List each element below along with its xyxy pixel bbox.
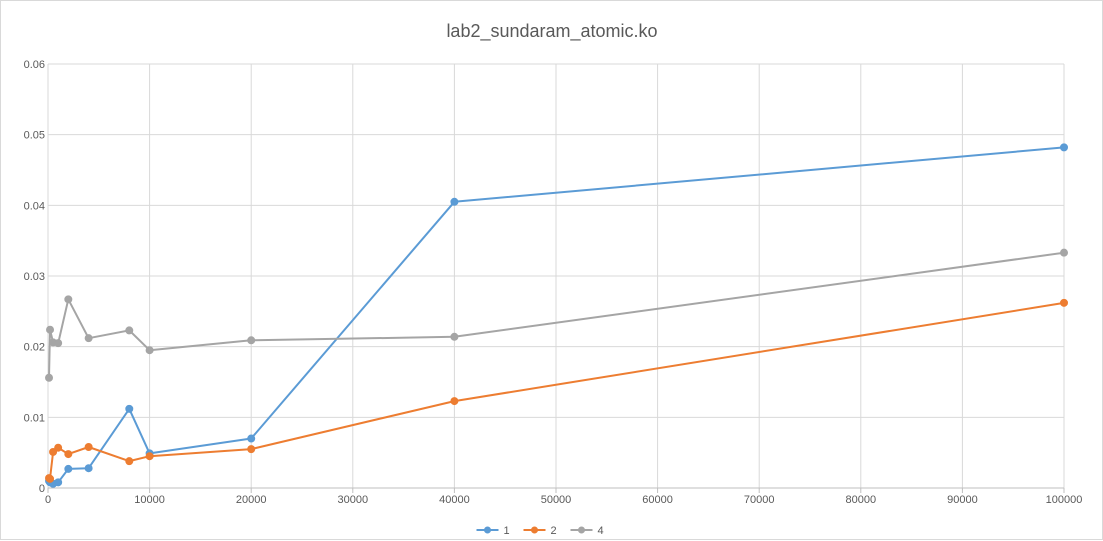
data-point [247, 434, 256, 443]
chart-title: lab2_sundaram_atomic.ko [446, 21, 657, 42]
legend-item-2: 2 [523, 525, 557, 537]
y-tick-label: 0.05 [24, 130, 45, 142]
y-tick-label: 0.03 [24, 271, 45, 283]
data-point [450, 397, 459, 406]
data-point [54, 478, 63, 487]
data-point [84, 464, 93, 473]
x-tick-label: 90000 [947, 494, 978, 506]
data-point [125, 326, 134, 335]
data-point [84, 334, 93, 343]
data-point [64, 295, 73, 304]
data-point [125, 404, 134, 413]
x-tick-label: 100000 [1046, 494, 1083, 506]
legend-swatch-marker [531, 526, 538, 534]
data-point [46, 474, 55, 483]
series-2 [45, 298, 1068, 483]
data-point [247, 336, 256, 345]
y-tick-label: 0.06 [24, 59, 45, 71]
x-tick-label: 60000 [642, 494, 673, 506]
legend-label: 4 [598, 525, 604, 537]
y-tick-label: 0.04 [24, 200, 45, 212]
data-point [45, 373, 54, 382]
data-point [64, 450, 73, 459]
data-point [46, 325, 55, 334]
y-tick-label: 0.02 [24, 342, 45, 354]
x-tick-label: 30000 [338, 494, 369, 506]
data-point [145, 346, 154, 355]
series-1 [45, 143, 1068, 488]
x-tick-label: 40000 [439, 494, 470, 506]
data-point [1060, 143, 1068, 152]
x-tick-label: 80000 [846, 494, 877, 506]
series-group [45, 143, 1068, 488]
x-tick-label: 50000 [541, 494, 572, 506]
legend-swatch-marker [578, 526, 585, 534]
x-tick-label: 10000 [134, 494, 165, 506]
data-point [125, 457, 134, 466]
gridlines [47, 63, 1065, 493]
data-point [247, 445, 256, 454]
data-point [145, 452, 154, 461]
legend: 1 2 4 [476, 525, 604, 537]
legend-label: 2 [551, 525, 557, 537]
legend-item-1: 1 [476, 525, 510, 537]
x-axis-ticks: 0 10000 20000 30000 40000 50000 60000 70000 8000… [45, 494, 1082, 506]
legend-item-4: 4 [570, 525, 604, 537]
x-tick-label: 20000 [236, 494, 267, 506]
data-point [54, 339, 63, 348]
x-tick-label: 70000 [744, 494, 775, 506]
legend-swatch-marker [484, 526, 491, 534]
x-tick-label: 0 [45, 494, 51, 506]
y-tick-label: 0.01 [24, 412, 45, 424]
legend-label: 1 [504, 525, 510, 537]
data-point [450, 197, 459, 206]
y-axis-ticks: 0 0.01 0.02 0.03 0.04 0.05 0.06 [24, 59, 45, 495]
data-point [84, 443, 93, 452]
data-point [1060, 248, 1068, 257]
data-point [54, 443, 63, 452]
series-4 [45, 248, 1068, 382]
data-point [64, 464, 73, 473]
y-tick-label: 0 [39, 483, 45, 495]
data-point [1060, 298, 1068, 307]
data-point [450, 332, 459, 341]
data-point [49, 447, 58, 456]
